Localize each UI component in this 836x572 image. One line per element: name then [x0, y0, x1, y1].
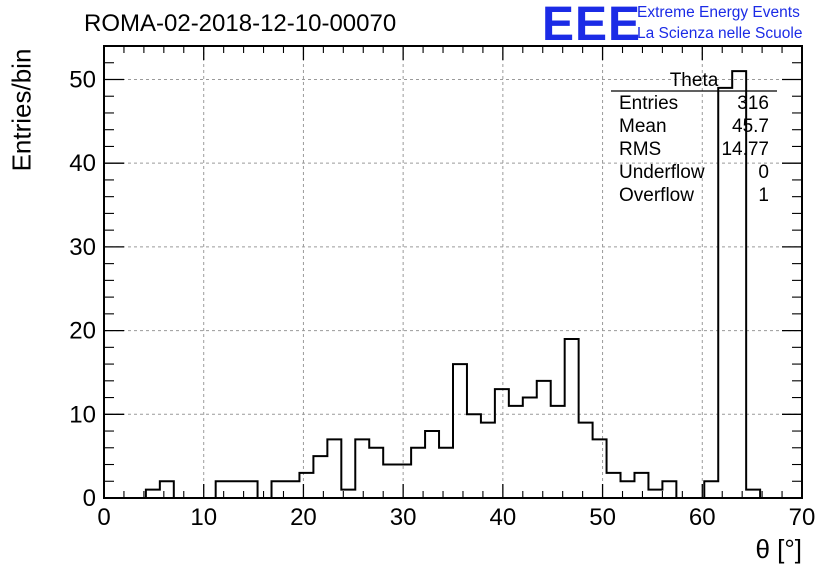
stats-label: Mean: [619, 116, 667, 137]
histogram-bin: [216, 481, 230, 498]
x-tick-label: 40: [490, 504, 517, 531]
histogram-bin: [146, 490, 160, 498]
histogram-bin: [467, 414, 481, 498]
y-tick-label: 50: [69, 66, 96, 93]
histogram-bin: [285, 481, 299, 498]
stats-label: Overflow: [619, 185, 694, 206]
histogram-bin: [565, 339, 579, 498]
x-tick-label: 20: [290, 504, 317, 531]
stats-label: Entries: [619, 93, 679, 114]
histogram-bin: [230, 481, 244, 498]
stats-label: Underflow: [619, 162, 705, 183]
y-tick-label: 30: [69, 234, 96, 261]
histogram-outline: [144, 70, 775, 499]
histogram-bin: [648, 490, 662, 498]
y-axis-label: Entries/bin: [6, 48, 37, 172]
plot-title: ROMA-02-2018-12-10-00070: [84, 10, 397, 37]
histogram-bin: [313, 456, 327, 498]
x-tick-label: 10: [190, 504, 217, 531]
histogram-bin: [383, 465, 397, 498]
stats-value: 1: [758, 185, 769, 206]
x-tick-label: 60: [689, 504, 716, 531]
x-tick-label: 50: [589, 504, 616, 531]
histogram-bin: [369, 448, 383, 498]
histogram-bin: [495, 389, 509, 498]
histogram-bin: [607, 473, 621, 498]
histogram-bin: [160, 481, 174, 498]
histogram-bin: [439, 448, 453, 498]
histogram-bin: [397, 465, 411, 498]
histogram-bin: [634, 473, 648, 498]
histogram-bin: [551, 406, 565, 498]
stats-title: Theta: [669, 70, 719, 91]
histogram-bin: [704, 481, 718, 498]
histogram-bin: [481, 423, 495, 498]
stats-value: 0: [758, 162, 769, 183]
histogram-bin: [746, 490, 760, 498]
logo-line-2: La Scienza nelle Scuole: [637, 25, 803, 42]
stats-value: 45.7: [732, 116, 769, 137]
histogram-bin: [509, 406, 523, 498]
histogram-bin: [579, 423, 593, 498]
x-tick-label: 70: [789, 504, 816, 531]
stats-value: 14.77: [721, 139, 769, 160]
histogram-bin: [453, 364, 467, 498]
x-tick-label: 30: [390, 504, 417, 531]
y-tick-label: 40: [69, 150, 96, 177]
plot-frame: [103, 45, 803, 499]
y-tick-label: 20: [69, 318, 96, 345]
logo-line-1: Extreme Energy Events: [637, 4, 800, 21]
histogram-bin: [425, 431, 439, 498]
stats-value: 316: [737, 93, 769, 114]
eee-logo: EEE: [542, 0, 642, 51]
histogram-bin: [327, 439, 341, 498]
histogram-bin: [537, 381, 551, 498]
stats-label: RMS: [619, 139, 662, 160]
histogram-bin: [244, 481, 258, 498]
x-axis-label: θ [°]: [755, 534, 802, 564]
x-tick-label: 0: [97, 504, 110, 531]
histogram-bin: [411, 448, 425, 498]
histogram-bin: [299, 473, 313, 498]
y-tick-label: 0: [83, 485, 96, 512]
histogram-bin: [662, 481, 676, 498]
histogram-bin: [523, 398, 537, 498]
histogram-bin: [593, 439, 607, 498]
y-tick-label: 10: [69, 401, 96, 428]
histogram-bin: [355, 439, 369, 498]
